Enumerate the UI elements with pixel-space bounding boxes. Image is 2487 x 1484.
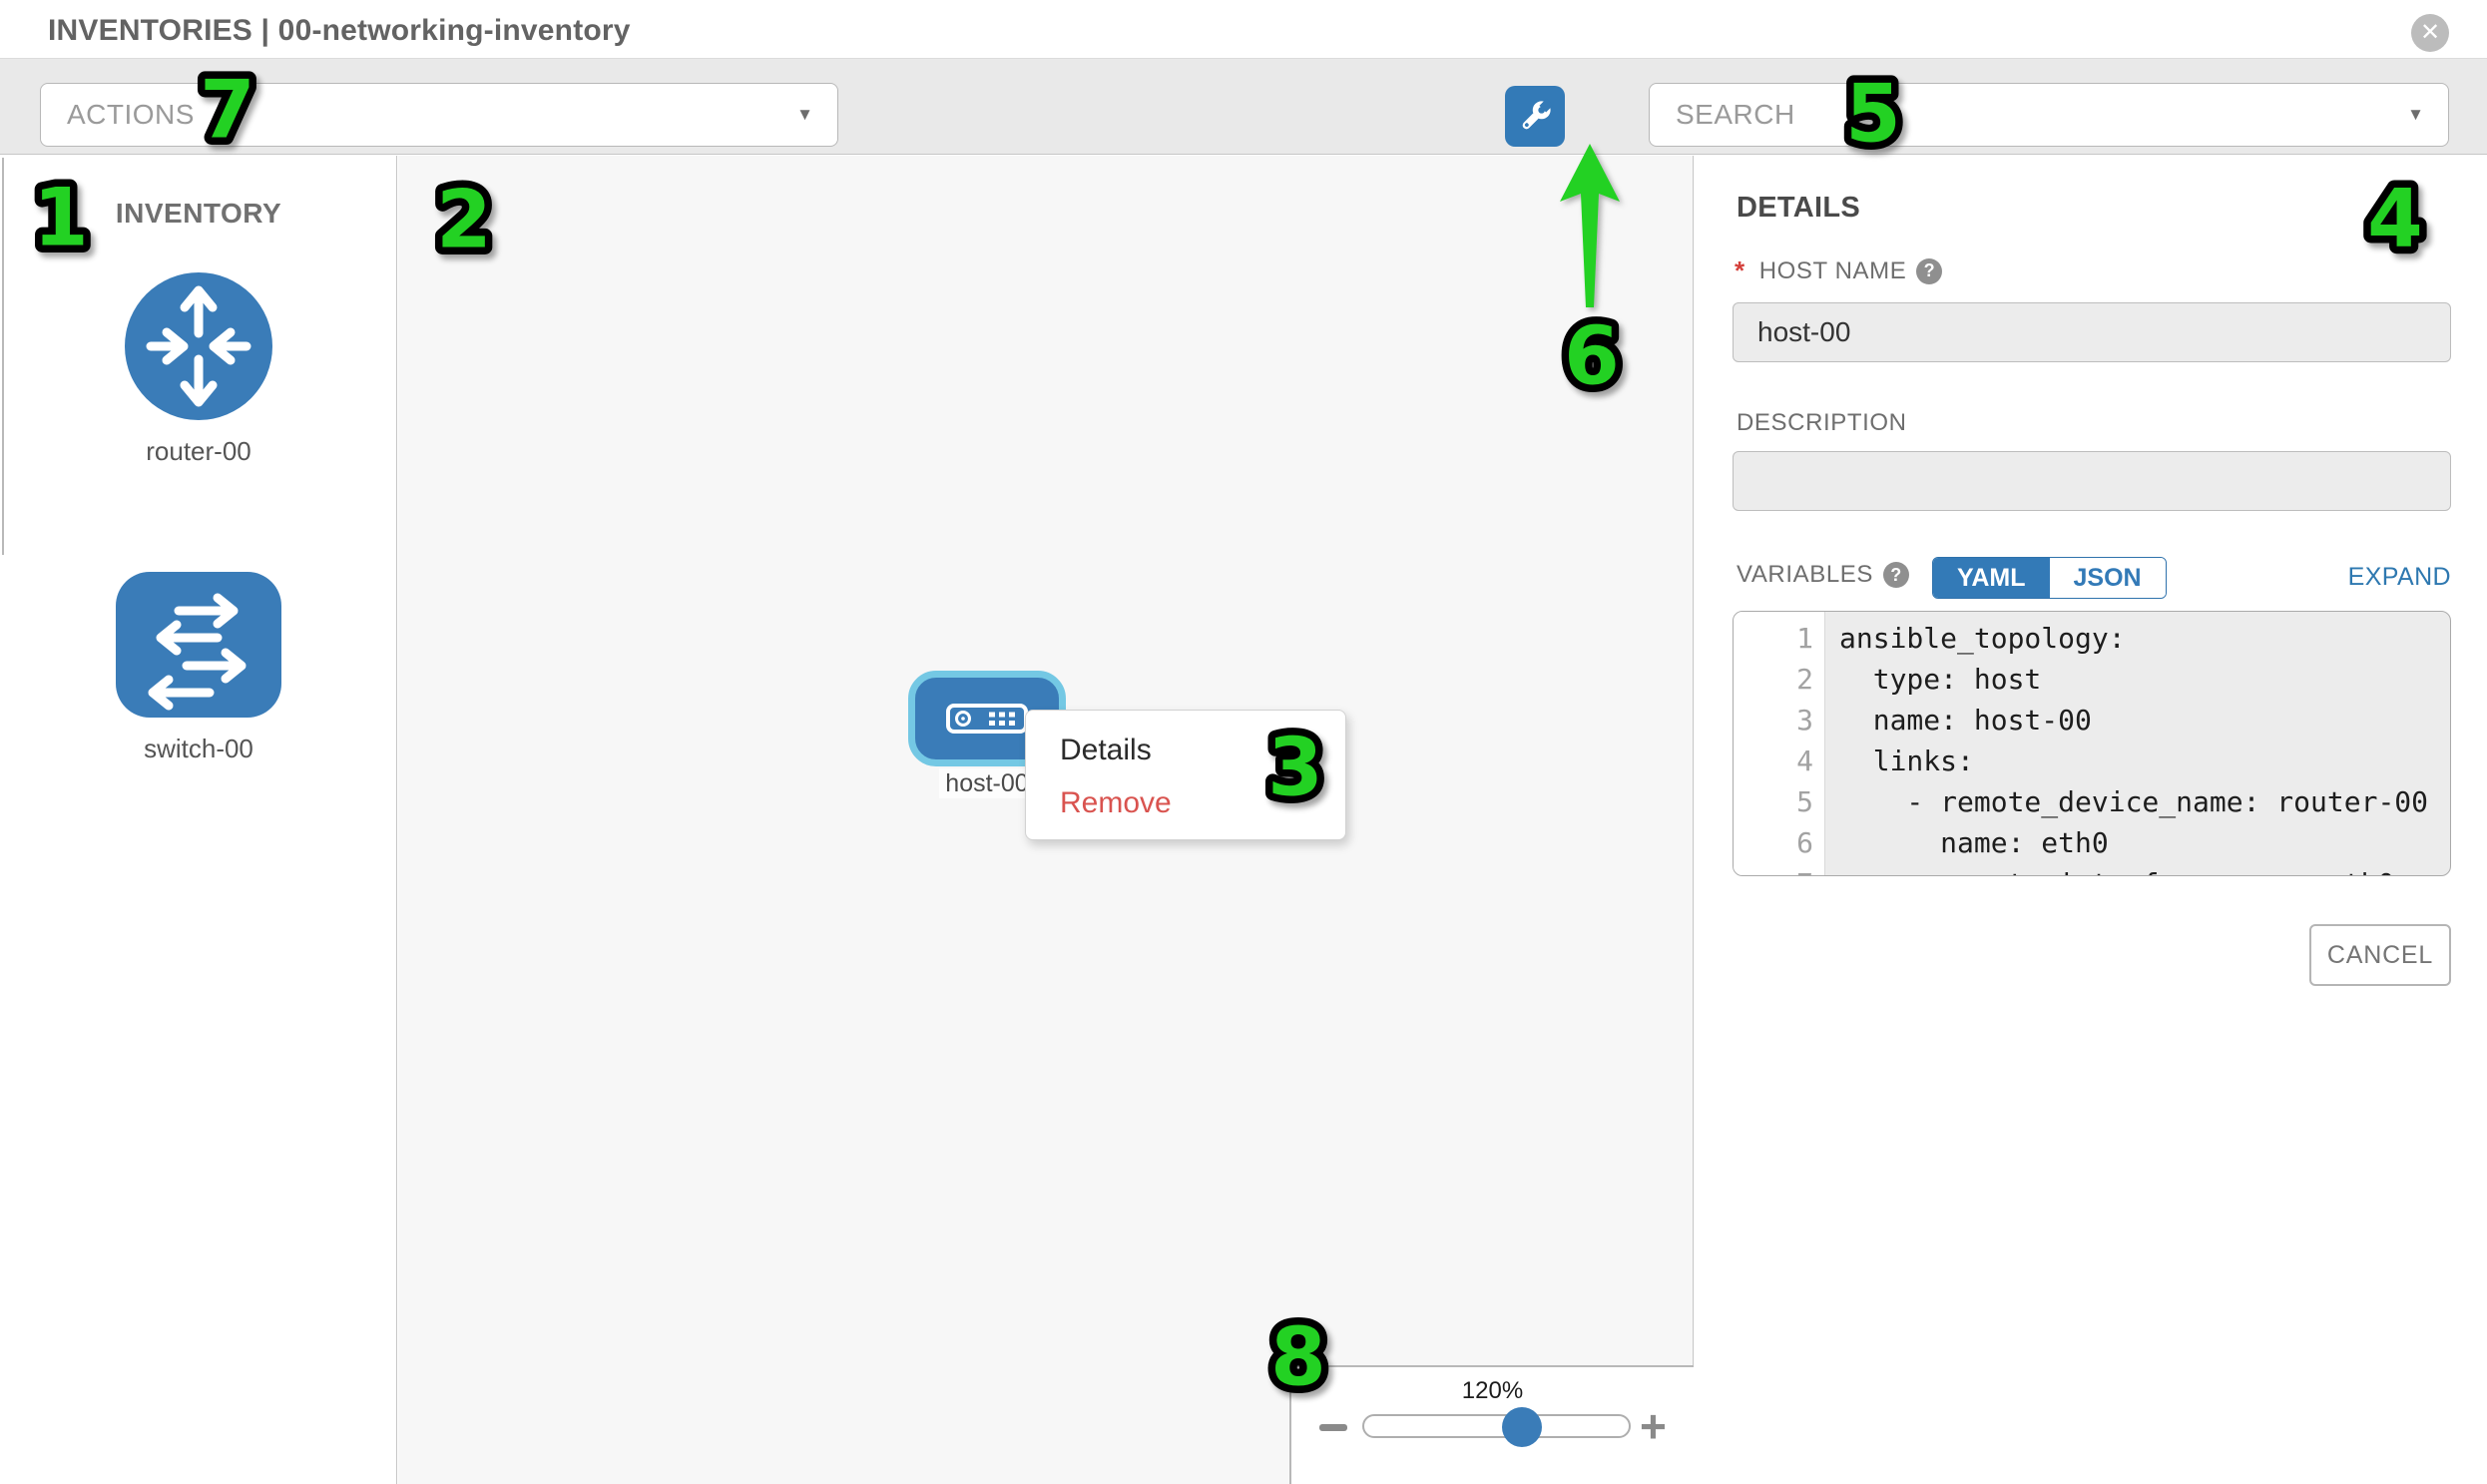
zoom-out-button[interactable] bbox=[1319, 1424, 1347, 1431]
device-label: router-00 bbox=[146, 436, 251, 466]
tab-yaml[interactable]: YAML bbox=[1933, 558, 2050, 598]
details-panel: DETAILS * HOST NAME ? host-00 DESCRIPTIO… bbox=[1695, 156, 2487, 1484]
host-icon bbox=[946, 704, 1028, 734]
close-icon[interactable]: ✕ bbox=[2411, 14, 2449, 52]
context-menu-item-remove[interactable]: Remove bbox=[1060, 785, 1172, 819]
search-dropdown-label: SEARCH bbox=[1676, 99, 1795, 130]
host-name-label: * HOST NAME ? bbox=[1735, 255, 1943, 286]
zoom-level-value: 120% bbox=[1461, 1377, 1524, 1404]
zoom-slider-track[interactable] bbox=[1362, 1414, 1631, 1438]
context-menu-item-details[interactable]: Details bbox=[1060, 733, 1152, 766]
router-icon bbox=[125, 272, 272, 420]
breadcrumb-title: INVENTORIES | 00-networking-inventory bbox=[48, 14, 631, 47]
context-menu: Details Remove bbox=[1025, 710, 1346, 840]
required-marker: * bbox=[1735, 255, 1745, 285]
sidebar-title: INVENTORY bbox=[115, 198, 282, 229]
switch-icon bbox=[116, 572, 281, 718]
tab-json[interactable]: JSON bbox=[2049, 558, 2166, 598]
code-line: 4 links: bbox=[1796, 744, 1974, 777]
actions-dropdown[interactable]: ACTIONS ▼ bbox=[40, 83, 838, 147]
page-header: INVENTORIES | 00-networking-inventory ✕ bbox=[0, 0, 2487, 58]
format-toggle: YAML JSON bbox=[1932, 557, 2167, 599]
actions-dropdown-label: ACTIONS bbox=[67, 99, 195, 130]
variables-label: VARIABLES ? bbox=[1737, 561, 1910, 589]
zoom-control-panel: 120% + bbox=[1289, 1365, 1694, 1484]
inventory-sidebar: INVENTORY router-00 bbox=[0, 156, 397, 1484]
zoom-slider-thumb[interactable] bbox=[1502, 1407, 1542, 1447]
expand-link[interactable]: EXPAND bbox=[2347, 563, 2451, 591]
help-icon[interactable]: ? bbox=[1883, 562, 1910, 588]
toolbar: ACTIONS ▼ bbox=[0, 58, 2487, 188]
cancel-button[interactable]: CANCEL bbox=[2309, 924, 2451, 986]
search-dropdown[interactable]: SEARCH ▼ bbox=[1649, 83, 2449, 147]
help-icon[interactable]: ? bbox=[1916, 257, 1943, 284]
sidebar-item-router[interactable]: router-00 bbox=[0, 271, 397, 467]
host-node-label: host-00 bbox=[908, 768, 1066, 798]
code-line: 6 name: eth0 bbox=[1796, 826, 2109, 859]
chevron-down-icon: ▼ bbox=[2407, 105, 2424, 124]
code-line: 5 - remote_device_name: router-00 bbox=[1796, 785, 2429, 818]
host-name-input[interactable]: host-00 bbox=[1733, 302, 2451, 362]
description-input[interactable] bbox=[1733, 451, 2451, 511]
configure-button[interactable] bbox=[1505, 86, 1565, 147]
wrench-icon bbox=[1522, 98, 1554, 129]
code-line: 1 ansible_topology: bbox=[1796, 622, 2126, 655]
code-lines: 1 ansible_topology: 2 type: host 3 name: … bbox=[1734, 618, 2450, 875]
zoom-in-button[interactable]: + bbox=[1640, 1400, 1667, 1452]
editor-gutter bbox=[1734, 612, 1825, 875]
sidebar-item-switch[interactable]: switch-00 bbox=[0, 571, 397, 764]
code-line: 7 remote_interface_name: eth0 bbox=[1734, 863, 2450, 875]
device-label: switch-00 bbox=[144, 734, 253, 763]
code-line: 3 name: host-00 bbox=[1796, 704, 2092, 737]
chevron-down-icon: ▼ bbox=[796, 105, 813, 124]
variables-code-editor[interactable]: 1 ansible_topology: 2 type: host 3 name: … bbox=[1733, 611, 2451, 876]
details-panel-title: DETAILS bbox=[1737, 192, 1861, 224]
description-label: DESCRIPTION bbox=[1737, 409, 1907, 436]
panel-edge-divider bbox=[2, 158, 4, 555]
code-line: 2 type: host bbox=[1796, 663, 2042, 696]
